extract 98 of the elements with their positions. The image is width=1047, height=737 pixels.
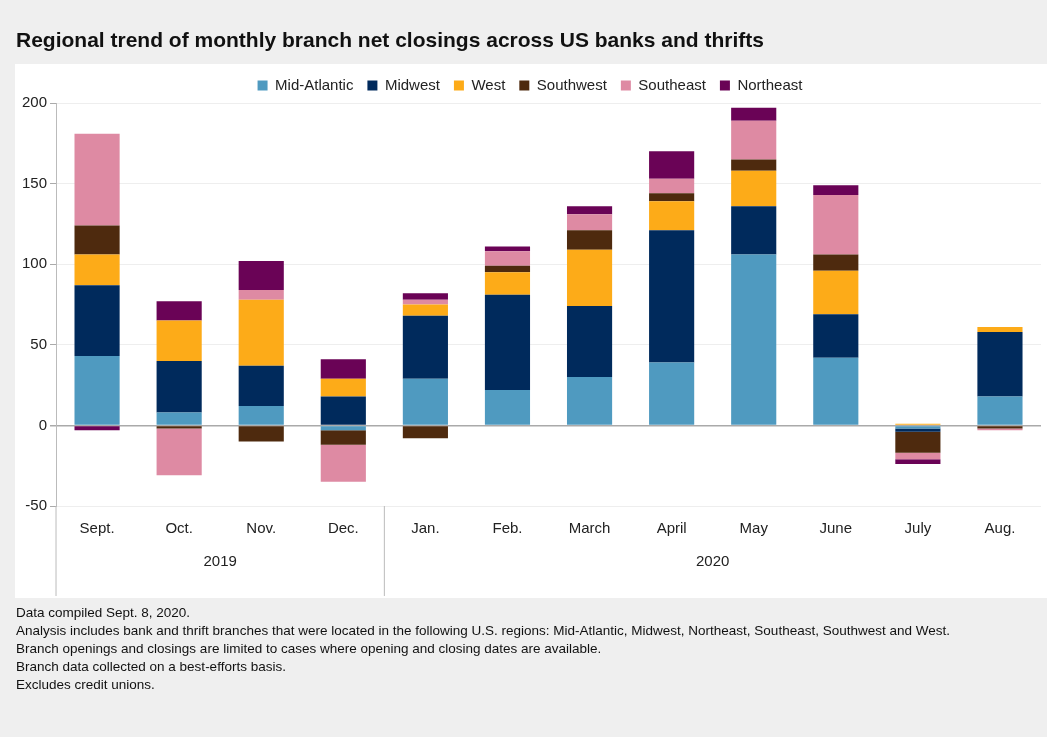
bar bbox=[156, 412, 202, 425]
x-tick-label: Oct. bbox=[165, 519, 193, 537]
bar bbox=[74, 356, 120, 425]
y-tick-label: -50 bbox=[25, 496, 48, 514]
x-tick-label: July bbox=[904, 519, 932, 537]
bar bbox=[238, 299, 284, 366]
bar bbox=[402, 426, 448, 439]
x-tick-label: Feb. bbox=[492, 519, 523, 537]
legend-label: Northeast bbox=[737, 75, 804, 93]
y-tick-label: 150 bbox=[22, 173, 48, 191]
bar bbox=[813, 314, 859, 358]
bar bbox=[731, 254, 777, 425]
bar bbox=[74, 426, 120, 431]
bar bbox=[484, 389, 531, 425]
bar bbox=[649, 178, 695, 194]
bar bbox=[320, 430, 366, 445]
bar bbox=[74, 285, 120, 357]
bar bbox=[238, 289, 284, 300]
legend-label: West bbox=[471, 75, 507, 93]
text: Branch data collected on a best-efforts basis. bbox=[16, 658, 287, 676]
bar bbox=[484, 265, 531, 273]
bar bbox=[566, 214, 613, 231]
bar bbox=[731, 107, 777, 121]
bar bbox=[895, 452, 941, 460]
y-tick-label: 50 bbox=[30, 334, 48, 352]
bar bbox=[566, 377, 613, 425]
text: Branch openings and closings are limited to cases where opening and closing dates are available. bbox=[16, 640, 603, 658]
bar bbox=[156, 301, 202, 321]
bar bbox=[156, 428, 202, 476]
bar bbox=[320, 444, 366, 482]
x-tick-label: Jan. bbox=[411, 519, 440, 537]
bar bbox=[977, 396, 1023, 425]
bar bbox=[402, 293, 448, 300]
bar bbox=[649, 193, 695, 202]
bar bbox=[74, 254, 120, 286]
bar bbox=[977, 327, 1023, 332]
bar bbox=[566, 230, 613, 250]
bar bbox=[74, 225, 120, 255]
bar bbox=[320, 426, 366, 431]
x-tick-label: April bbox=[656, 519, 687, 537]
bar bbox=[813, 254, 859, 271]
legend-label: Southwest bbox=[536, 75, 608, 93]
bar bbox=[566, 206, 613, 215]
bar bbox=[977, 331, 1023, 397]
bar bbox=[895, 431, 941, 453]
bar bbox=[74, 133, 120, 226]
bar bbox=[813, 270, 859, 315]
bar bbox=[156, 426, 202, 429]
text: 2020 bbox=[695, 552, 730, 570]
bar bbox=[402, 304, 448, 316]
chart-title: Regional trend of monthly branch net closings across US banks and thrifts bbox=[16, 28, 764, 52]
bar bbox=[320, 396, 366, 425]
bar bbox=[731, 170, 777, 207]
x-tick-label: Aug. bbox=[984, 519, 1016, 537]
y-tick-label: 100 bbox=[22, 254, 48, 272]
x-tick-label: June bbox=[819, 519, 853, 537]
bar bbox=[731, 159, 777, 171]
bar bbox=[156, 320, 202, 361]
text: Analysis includes bank and thrift branches that were located in the following U.S. regions: Mid-Atlantic, Midwest, Northeast, Southeast, Southwest and West. bbox=[16, 622, 951, 640]
x-tick-label: Dec. bbox=[327, 519, 359, 537]
bar bbox=[731, 120, 777, 160]
bar bbox=[320, 359, 366, 379]
bar bbox=[813, 357, 859, 425]
bar bbox=[649, 362, 695, 425]
bar bbox=[238, 426, 284, 442]
bar bbox=[484, 272, 531, 295]
bar bbox=[895, 459, 941, 465]
bar bbox=[156, 360, 202, 413]
x-tick-label: Nov. bbox=[246, 519, 277, 537]
bar bbox=[484, 294, 531, 390]
bar bbox=[649, 201, 695, 231]
legend-label: Mid-Atlantic bbox=[275, 75, 354, 93]
bar bbox=[238, 365, 284, 407]
bar bbox=[731, 206, 777, 255]
y-tick-label: 0 bbox=[38, 415, 48, 433]
bar bbox=[402, 315, 448, 379]
x-tick-label: Sept. bbox=[79, 519, 115, 537]
bar bbox=[813, 185, 859, 195]
x-tick-label: March bbox=[568, 519, 611, 537]
legend-label: Southeast bbox=[638, 75, 707, 93]
bar bbox=[649, 151, 695, 179]
bar bbox=[238, 406, 284, 425]
y-tick-label: 200 bbox=[22, 93, 48, 111]
bar bbox=[649, 230, 695, 363]
bar bbox=[320, 378, 366, 397]
bar bbox=[238, 260, 284, 290]
bar bbox=[484, 251, 531, 266]
bar bbox=[402, 299, 448, 305]
bar bbox=[813, 194, 859, 255]
legend-label: Midwest bbox=[384, 75, 441, 93]
text: Excludes credit unions. bbox=[16, 676, 156, 694]
bar bbox=[484, 246, 531, 252]
bar bbox=[566, 306, 613, 378]
text: 2019 bbox=[203, 552, 237, 570]
x-tick-label: May bbox=[739, 519, 769, 537]
bar bbox=[402, 378, 448, 425]
bar bbox=[566, 249, 613, 307]
text: Data compiled Sept. 8, 2020. bbox=[16, 604, 192, 622]
